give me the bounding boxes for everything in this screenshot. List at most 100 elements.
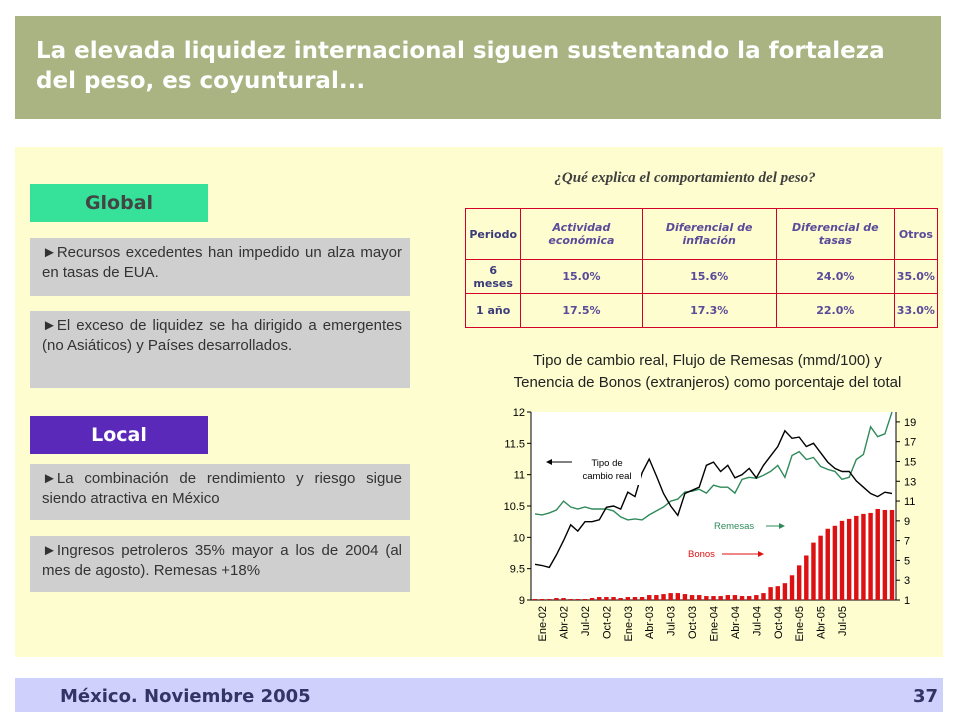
bonos-bar xyxy=(611,597,616,600)
bonos-bar xyxy=(725,595,730,600)
x-tick-label: Oct-04 xyxy=(773,606,785,639)
local-bullet-1: ►La combinación de rendimiento y riesgo … xyxy=(30,464,410,520)
right-axis-tick-label: 1 xyxy=(904,595,910,607)
bonos-bar xyxy=(754,595,759,600)
global-bullet-2: ►El exceso de liquidez se ha dirigido a … xyxy=(30,311,410,388)
bonos-bar xyxy=(768,587,773,600)
x-tick-label: Jul-04 xyxy=(751,606,763,636)
bonos-bar xyxy=(839,520,845,600)
tipo-cambio-label-line-2: cambio real xyxy=(582,471,631,482)
right-axis-tick-label: 5 xyxy=(904,555,910,567)
x-tick-label: Ene-02 xyxy=(537,606,549,641)
x-tick-label: Oct-02 xyxy=(601,606,613,639)
bonos-bar xyxy=(711,596,716,600)
bonos-bar xyxy=(804,555,809,600)
right-axis-tick-label: 19 xyxy=(904,417,916,429)
attribution-table: Periodo Actividad económica Diferencial … xyxy=(464,208,939,328)
bonos-bar xyxy=(539,599,545,600)
bonos-bar xyxy=(647,595,652,600)
right-axis-tick-label: 3 xyxy=(904,575,910,587)
x-tick-label: Ene-03 xyxy=(623,606,635,641)
bonos-bar xyxy=(796,565,802,600)
x-tick-label: Jul-05 xyxy=(837,606,849,636)
bonos-bar xyxy=(846,518,852,600)
x-tick-label: Abr-04 xyxy=(730,606,742,639)
table-header-row: Periodo Actividad económica Diferencial … xyxy=(464,208,939,260)
bonos-bar xyxy=(625,597,631,600)
table-cell: 35.0% xyxy=(893,259,939,294)
left-axis-tick-label: 10 xyxy=(513,532,525,544)
table-cell: 1 año xyxy=(464,293,522,328)
bonos-bar xyxy=(632,597,638,600)
table-cell: 17.3% xyxy=(641,293,777,328)
bonos-bar xyxy=(582,599,588,600)
x-tick-label: Abr-02 xyxy=(559,606,571,639)
right-axis-tick-label: 9 xyxy=(904,516,910,528)
right-axis-tick-label: 17 xyxy=(904,437,916,449)
bonos-label: Bonos xyxy=(688,549,715,560)
table-cell: 15.0% xyxy=(520,259,643,294)
right-axis-tick-label: 7 xyxy=(904,536,910,548)
bonos-bar xyxy=(675,593,681,600)
table-header-cell: Diferencial de inflación xyxy=(641,208,777,260)
table-header-cell: Periodo xyxy=(464,208,522,260)
bonos-bar xyxy=(825,528,830,600)
bonos-bar xyxy=(818,535,823,600)
table-cell: 15.6% xyxy=(641,259,777,294)
x-tick-label: Jul-03 xyxy=(666,606,678,636)
bonos-bar xyxy=(547,599,552,600)
title-band xyxy=(15,16,941,119)
left-axis-tick-label: 12 xyxy=(513,407,525,419)
bonos-bar xyxy=(782,583,788,600)
bonos-bar xyxy=(668,593,673,600)
bonos-bar xyxy=(568,599,573,600)
global-header: Global xyxy=(30,184,208,222)
table-cell: 6 meses xyxy=(464,259,522,294)
table-cell: 33.0% xyxy=(893,293,939,328)
bonos-bar xyxy=(561,598,566,600)
tipo-cambio-line xyxy=(534,429,893,569)
tipo-cambio-label-line-1: Tipo de xyxy=(591,458,622,469)
bonos-bar xyxy=(604,597,609,600)
page-number: 37 xyxy=(912,686,938,707)
left-axis-tick-label: 9.5 xyxy=(510,564,525,576)
bonos-bar xyxy=(732,595,738,600)
bonos-bar xyxy=(854,515,859,600)
chart-title-line-1: Tipo de cambio real, Flujo de Remesas (m… xyxy=(533,352,882,369)
bonos-bar xyxy=(639,597,645,600)
bonos-bar xyxy=(832,525,838,600)
bonos-bar xyxy=(689,595,695,600)
table-cell: 22.0% xyxy=(775,293,895,328)
footer-text: México. Noviembre 2005 xyxy=(60,686,311,707)
x-tick-label: Abr-03 xyxy=(644,606,656,639)
local-header: Local xyxy=(30,416,208,454)
chart-question: ¿Qué explica el comportamiento del peso? xyxy=(554,170,816,186)
x-tick-label: Abr-05 xyxy=(816,606,828,639)
bonos-bar xyxy=(554,598,559,600)
bonos-bar xyxy=(704,596,709,600)
bonos-arrowhead xyxy=(758,551,764,557)
table-cell: 17.5% xyxy=(520,293,643,328)
bonos-bar xyxy=(861,513,866,600)
left-axis-tick-label: 11.5 xyxy=(504,438,525,450)
bonos-bar xyxy=(589,598,595,600)
tipo-cambio-label-box xyxy=(573,455,641,485)
chart-title-line-2: Tenencia de Bonos (extranjeros) como por… xyxy=(513,374,902,391)
bonos-bar xyxy=(761,593,766,600)
right-axis-tick-label: 11 xyxy=(904,496,915,508)
bonos-bar xyxy=(775,586,780,600)
bonos-bar xyxy=(868,512,873,600)
x-tick-label: Ene-05 xyxy=(794,606,806,641)
x-tick-label: Jul-02 xyxy=(580,606,592,636)
bonos-bar xyxy=(618,598,623,600)
remesas-arrowhead xyxy=(779,523,785,529)
bonos-bar xyxy=(597,597,602,600)
bonos-bar xyxy=(875,508,880,600)
left-axis-tick-label: 11 xyxy=(514,470,525,482)
global-bullet-1: ►Recursos excedentes han impedido un alz… xyxy=(30,238,410,296)
slide-title: La elevada liquidez internacional siguen… xyxy=(36,38,885,94)
local-bullet-2: ►Ingresos petroleros 35% mayor a los de … xyxy=(30,536,410,592)
right-axis-tick-label: 13 xyxy=(904,476,916,488)
table-cell: 24.0% xyxy=(775,259,895,294)
